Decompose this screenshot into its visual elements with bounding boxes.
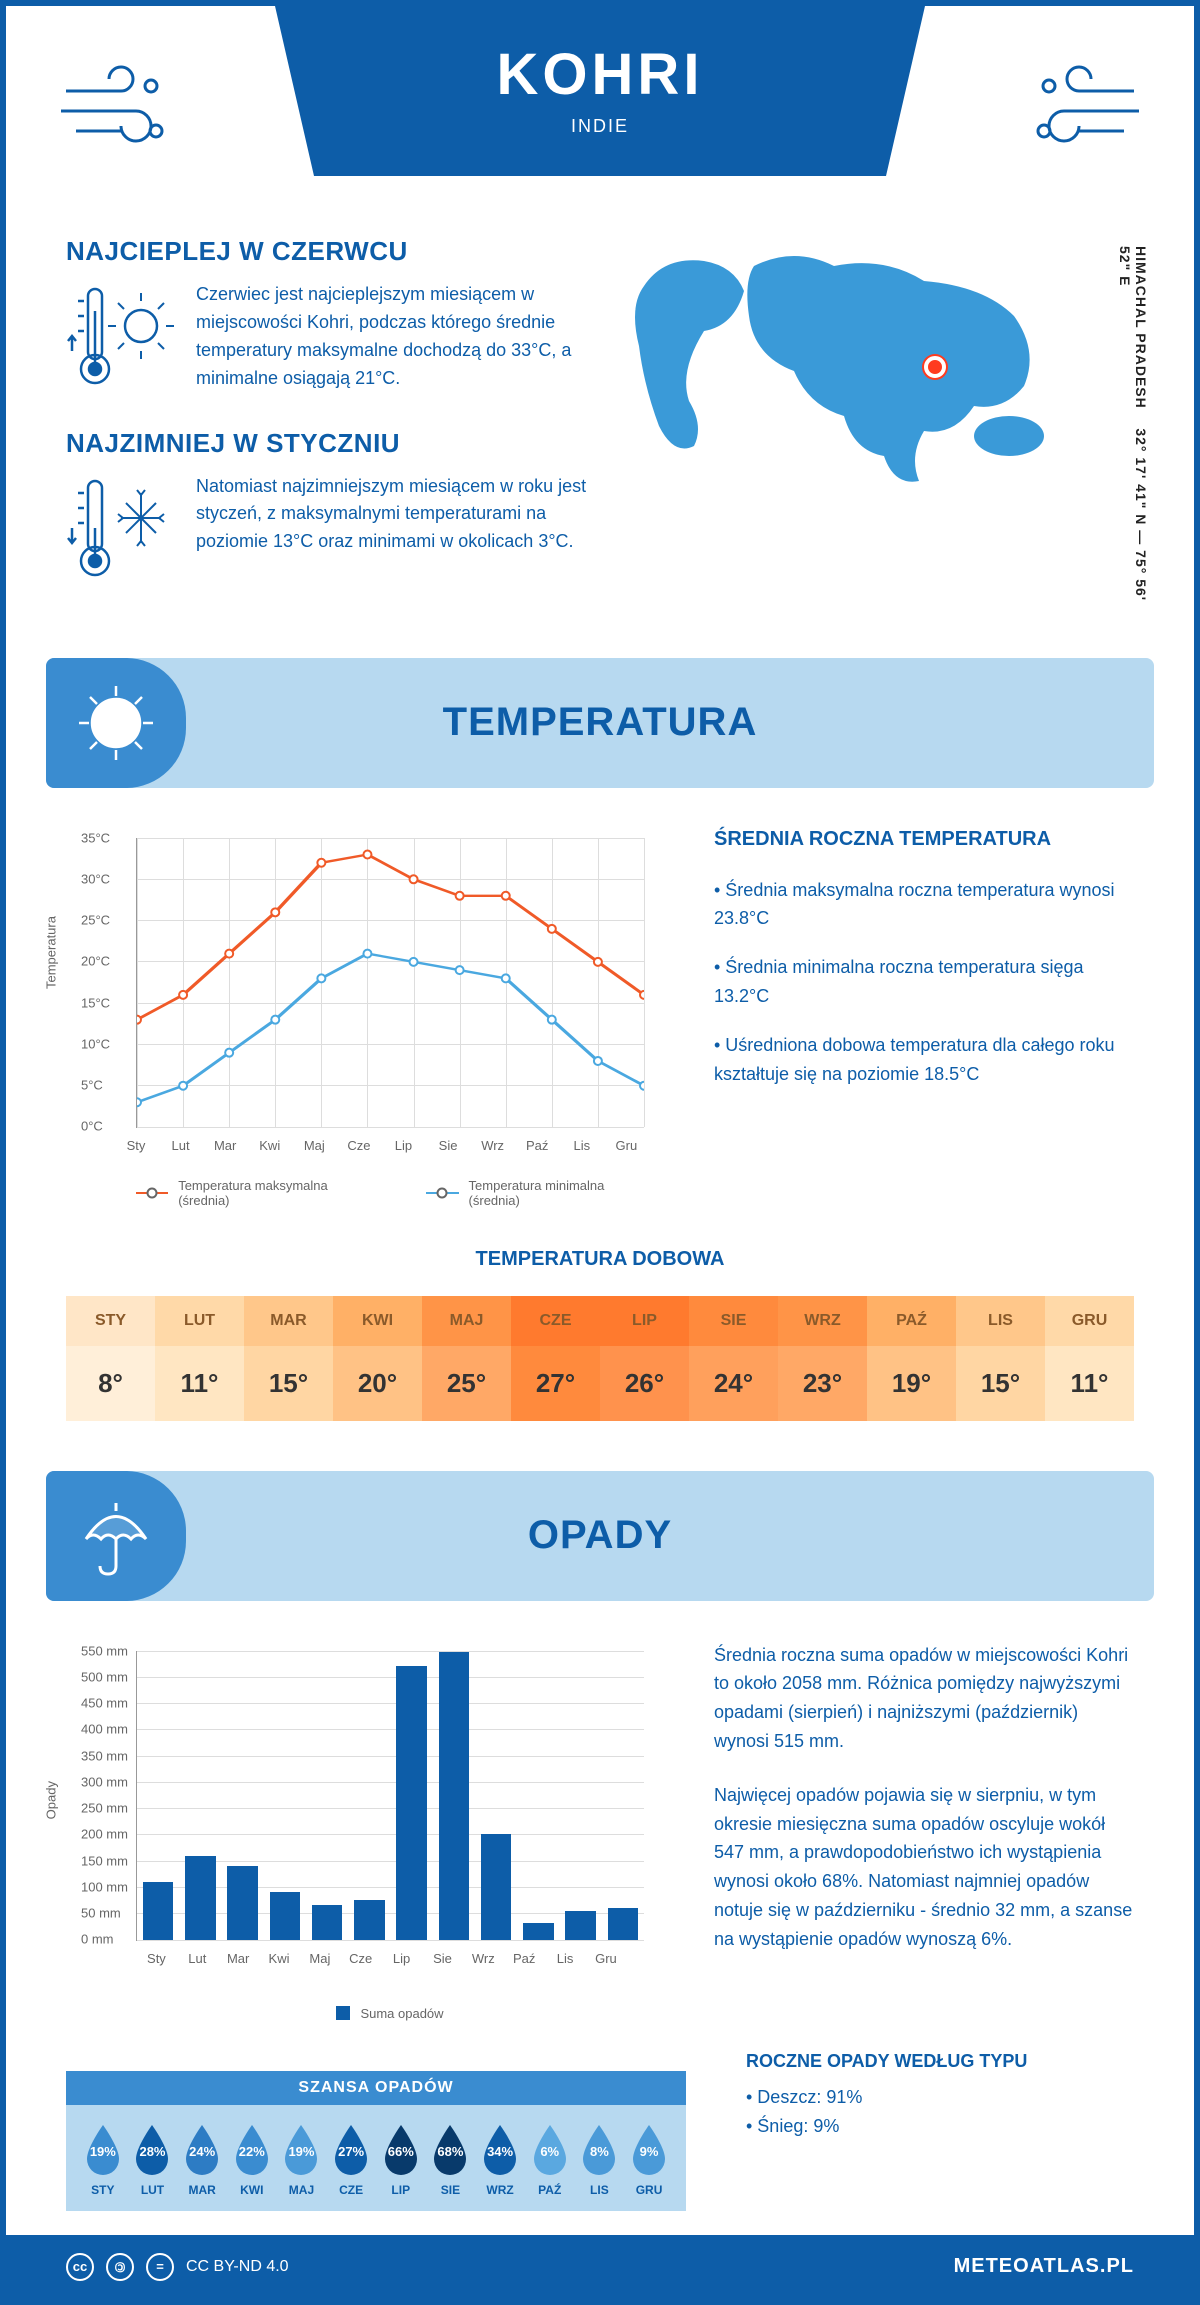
chart-ylabel: Temperatura: [44, 916, 59, 989]
hottest-text: Czerwiec jest najcieplejszym miesiącem w…: [196, 281, 614, 393]
chance-drop: 68%SIE: [429, 2123, 471, 2197]
sun-icon: [46, 658, 186, 788]
chance-drop: 27%CZE: [330, 2123, 372, 2197]
nd-icon: =: [146, 2253, 174, 2281]
opady-content: Opady Suma opadów 0 mm50 mm100 mm150 mm2…: [6, 1601, 1194, 2061]
coordinates: HIMACHAL PRADESH 32° 17' 41" N — 75° 56'…: [1117, 246, 1149, 618]
chance-drop: 9%GRU: [628, 2123, 670, 2197]
temp-col: MAR15°: [244, 1296, 333, 1421]
chance-drop: 19%STY: [82, 2123, 124, 2197]
temp-col: LUT11°: [155, 1296, 244, 1421]
chance-box: SZANSA OPADÓW 19%STY28%LUT24%MAR22%KWI19…: [66, 2071, 686, 2211]
opady-info: Średnia roczna suma opadów w miejscowośc…: [714, 1641, 1134, 2021]
header: KOHRI INDIE: [6, 6, 1194, 206]
temp-bullet: • Średnia minimalna roczna temperatura s…: [714, 953, 1134, 1011]
daily-temp-title: TEMPERATURA DOBOWA: [66, 1248, 1134, 1271]
footer: cc 🄯 = CC BY-ND 4.0 METEOATLAS.PL: [6, 2235, 1194, 2299]
temp-col: GRU11°: [1045, 1296, 1134, 1421]
chance-drop: 34%WRZ: [479, 2123, 521, 2197]
location-marker-icon: [924, 356, 946, 378]
city-title: KOHRI: [275, 41, 925, 108]
chart-ylabel: Opady: [44, 1781, 59, 1819]
temp-bullet: • Uśredniona dobowa temperatura dla całe…: [714, 1031, 1134, 1089]
thermometer-hot-icon: [66, 281, 176, 391]
temp-col: PAŹ19°: [867, 1296, 956, 1421]
temp-col: SIE24°: [689, 1296, 778, 1421]
chance-drop: 28%LUT: [131, 2123, 173, 2197]
annual-item: • Deszcz: 91%: [746, 2087, 1134, 2108]
coldest-block: NAJZIMNIEJ W STYCZNIU Natomiast najzimni…: [66, 428, 614, 583]
opady-section-title: OPADY: [46, 1513, 1154, 1558]
by-icon: 🄯: [106, 2253, 134, 2281]
temp-col: STY8°: [66, 1296, 155, 1421]
temp-section-title: TEMPERATURA: [46, 700, 1154, 745]
opady-p2: Najwięcej opadów pojawia się w sierpniu,…: [714, 1781, 1134, 1954]
temp-col: WRZ23°: [778, 1296, 867, 1421]
chart-legend: Temperatura maksymalna (średnia)Temperat…: [136, 1178, 644, 1208]
precipitation-bar-chart: Opady Suma opadów 0 mm50 mm100 mm150 mm2…: [66, 1641, 664, 2021]
cc-icon: cc: [66, 2253, 94, 2281]
temp-col: LIP26°: [600, 1296, 689, 1421]
temp-col: MAJ25°: [422, 1296, 511, 1421]
coldest-title: NAJZIMNIEJ W STYCZNIU: [66, 428, 614, 459]
hottest-title: NAJCIEPLEJ W CZERWCU: [66, 236, 614, 267]
temp-col: LIS15°: [956, 1296, 1045, 1421]
temp-col: CZE27°: [511, 1296, 600, 1421]
chance-title: SZANSA OPADÓW: [66, 2071, 686, 2105]
hottest-block: NAJCIEPLEJ W CZERWCU Czerwiec jest najci…: [66, 236, 614, 393]
umbrella-icon: [46, 1471, 186, 1601]
site-name: METEOATLAS.PL: [954, 2255, 1134, 2278]
chance-drop: 8%LIS: [578, 2123, 620, 2197]
chance-drop: 24%MAR: [181, 2123, 223, 2197]
wind-icon: [1014, 56, 1144, 172]
chance-drop: 19%MAJ: [280, 2123, 322, 2197]
annual-type: ROCZNE OPADY WEDŁUG TYPU • Deszcz: 91% • …: [686, 2051, 1194, 2195]
daily-temp-table: TEMPERATURA DOBOWA STY8°LUT11°MAR15°KWI2…: [6, 1248, 1194, 1471]
temp-col: KWI20°: [333, 1296, 422, 1421]
temp-info: ŚREDNIA ROCZNA TEMPERATURA • Średnia mak…: [714, 828, 1134, 1208]
annual-type-title: ROCZNE OPADY WEDŁUG TYPU: [746, 2051, 1134, 2072]
chance-drop: 66%LIP: [380, 2123, 422, 2197]
chart-legend: Suma opadów: [136, 2006, 644, 2021]
map-block: HIMACHAL PRADESH 32° 17' 41" N — 75° 56'…: [614, 236, 1134, 618]
opady-p1: Średnia roczna suma opadów w miejscowośc…: [714, 1641, 1134, 1756]
chance-drop: 22%KWI: [231, 2123, 273, 2197]
world-map-icon: [614, 236, 1074, 496]
coldest-text: Natomiast najzimniejszym miesiącem w rok…: [196, 473, 614, 557]
chance-drop: 6%PAŹ: [529, 2123, 571, 2197]
thermometer-cold-icon: [66, 473, 176, 583]
temp-info-title: ŚREDNIA ROCZNA TEMPERATURA: [714, 828, 1134, 851]
intro-section: NAJCIEPLEJ W CZERWCU Czerwiec jest najci…: [6, 206, 1194, 658]
temperature-line-chart: Temperatura Temperatura maksymalna (śred…: [66, 828, 664, 1208]
title-banner: KOHRI INDIE: [275, 6, 925, 176]
temp-section-header: TEMPERATURA: [46, 658, 1154, 788]
license-text: CC BY-ND 4.0: [186, 2258, 289, 2276]
opady-section-header: OPADY: [46, 1471, 1154, 1601]
page: KOHRI INDIE NAJCIEPLEJ W CZERWCU Czerwie…: [0, 0, 1200, 2305]
temp-bullet: • Średnia maksymalna roczna temperatura …: [714, 876, 1134, 934]
wind-icon: [56, 56, 186, 172]
temp-content: Temperatura Temperatura maksymalna (śred…: [6, 788, 1194, 1248]
country-subtitle: INDIE: [275, 116, 925, 137]
annual-item: • Śnieg: 9%: [746, 2116, 1134, 2137]
